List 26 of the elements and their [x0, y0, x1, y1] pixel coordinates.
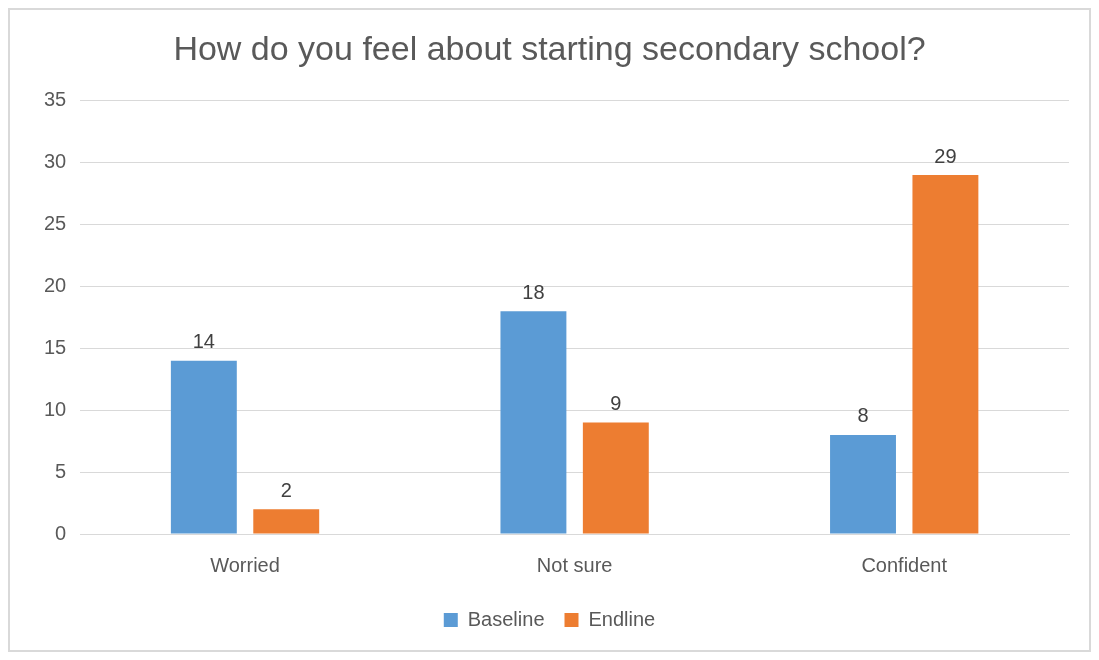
legend-label: Endline — [588, 607, 656, 630]
bar — [253, 509, 320, 534]
y-tick-label: 5 — [55, 459, 67, 482]
x-tick-label: Worried — [210, 553, 280, 576]
y-tick-label: 10 — [44, 397, 67, 420]
bar — [582, 422, 649, 534]
bar — [170, 360, 237, 534]
bar — [500, 311, 567, 534]
y-tick-label: 30 — [44, 150, 67, 173]
y-tick-label: 15 — [44, 335, 67, 358]
y-tick-label: 20 — [44, 273, 67, 296]
legend-label: Baseline — [467, 607, 545, 630]
data-label: 14 — [192, 330, 215, 353]
x-tick-label: Confident — [861, 553, 948, 576]
data-label: 18 — [522, 280, 545, 303]
data-label: 2 — [280, 478, 292, 501]
y-tick-label: 0 — [55, 521, 67, 544]
data-label: 9 — [610, 392, 622, 415]
x-tick-label: Not sure — [536, 553, 613, 576]
data-label: 8 — [857, 404, 869, 427]
y-tick-label: 25 — [44, 212, 67, 235]
data-label: 29 — [934, 144, 957, 167]
bar — [912, 175, 979, 534]
chart-title: How do you feel about starting secondary school? — [173, 28, 926, 67]
y-tick-label: 35 — [44, 88, 67, 111]
bar — [830, 434, 896, 534]
